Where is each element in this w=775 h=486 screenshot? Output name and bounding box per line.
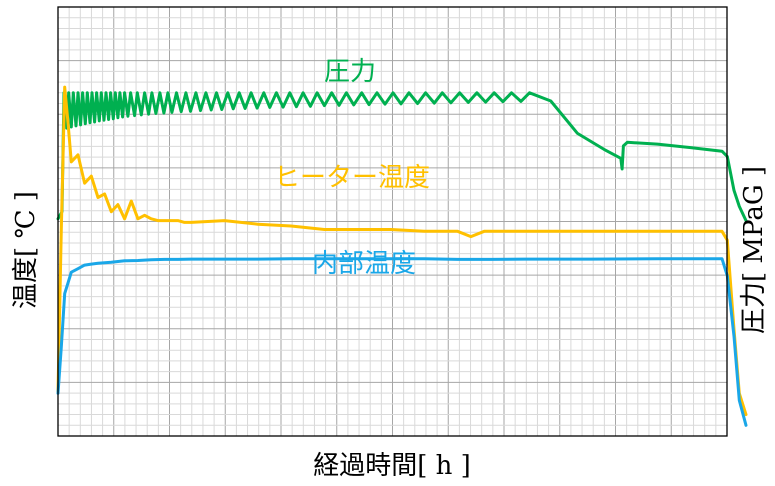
- series-label-2: ヒーター温度: [274, 163, 430, 193]
- series-line-1: [56, 91, 748, 223]
- y-axis-right-title: 圧力[ MPaG ]: [739, 166, 769, 334]
- series-label-1: 圧力: [324, 57, 376, 87]
- x-axis-title: 経過時間[ h ]: [313, 451, 471, 481]
- y-axis-left-title: 温度[ ℃ ]: [11, 191, 41, 309]
- series-line-2: [56, 85, 748, 417]
- series-line-3: [56, 257, 748, 427]
- series-lines: [56, 85, 748, 427]
- plot-frame: [57, 6, 728, 437]
- series-label-3: 内部温度: [312, 249, 416, 279]
